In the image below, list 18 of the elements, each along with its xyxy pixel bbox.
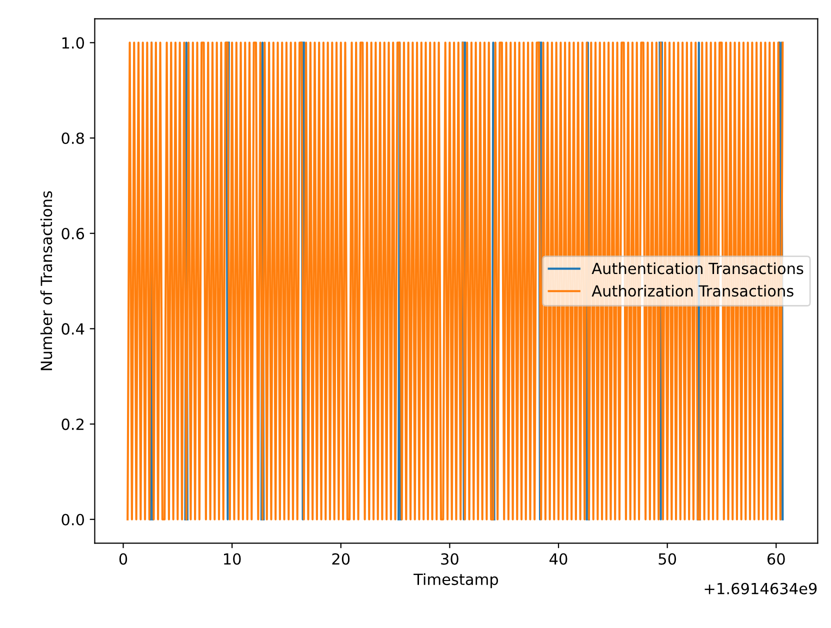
- legend-label: Authentication Transactions: [592, 262, 804, 274]
- y-tick-label: 0.0: [62, 514, 84, 526]
- x-tick-label: 10: [224, 553, 241, 565]
- y-tick-label: 0.8: [62, 132, 84, 144]
- y-axis-title: Number of Transactions: [40, 191, 52, 370]
- x-tick-label: 0: [119, 553, 128, 565]
- x-tick-label: 40: [550, 553, 568, 565]
- y-tick-label: 1.0: [62, 37, 84, 49]
- y-tick-label: 0.6: [62, 228, 84, 240]
- x-tick-label: 50: [658, 553, 676, 565]
- legend-label: Authorization Transactions: [592, 284, 794, 297]
- x-tick-label: 30: [441, 553, 458, 565]
- text: +1.6914634e9: [704, 582, 817, 594]
- x-axis-title: Timestamp: [414, 573, 498, 588]
- x-tick-label: 20: [332, 553, 350, 565]
- y-tick-label: 0.2: [62, 418, 84, 430]
- y-tick-label: 0.4: [62, 323, 84, 335]
- x-tick-label: 60: [767, 553, 785, 565]
